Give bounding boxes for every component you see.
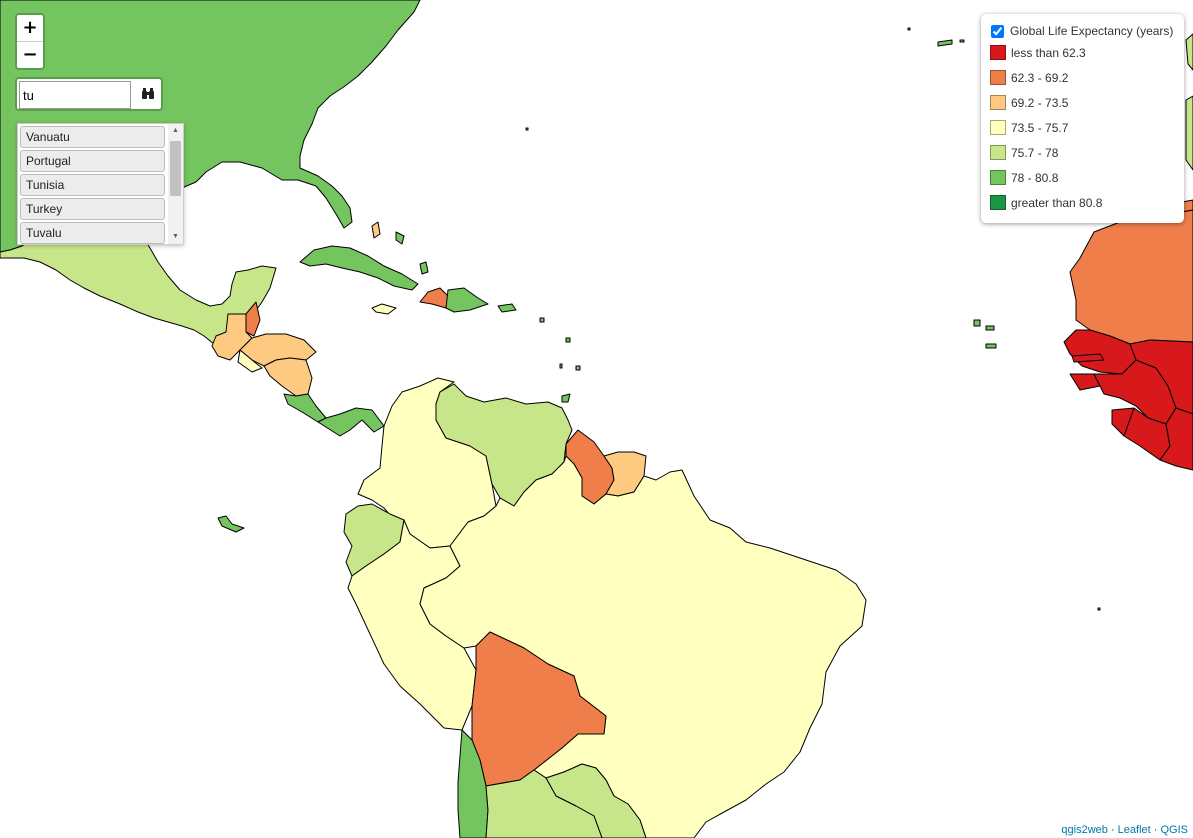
- legend-swatch: [990, 45, 1006, 60]
- legend-swatch: [990, 70, 1006, 85]
- zoom-out-button[interactable]: −: [22, 44, 38, 65]
- layer-legend: Global Life Expectancy (years) less than…: [981, 14, 1184, 223]
- zoom-in-button[interactable]: +: [17, 15, 43, 42]
- legend-swatch: [990, 120, 1006, 135]
- country-bolivia[interactable]: [471, 631, 607, 787]
- layer-title: Global Life Expectancy (years): [1010, 24, 1174, 38]
- legend-swatch: [990, 95, 1006, 110]
- legend-item: 73.5 - 75.7: [989, 115, 1176, 140]
- search-input[interactable]: [19, 81, 131, 109]
- country-argentina[interactable]: [485, 769, 603, 838]
- legend-swatch: [990, 170, 1006, 185]
- legend-label: 62.3 - 69.2: [1011, 70, 1069, 85]
- country-chile[interactable]: [457, 729, 489, 838]
- legend-item: 78 - 80.8: [989, 165, 1176, 190]
- country-morocco[interactable]: [1185, 33, 1193, 71]
- leaflet-link[interactable]: Leaflet: [1117, 824, 1151, 836]
- zoom-control: + −: [15, 13, 45, 70]
- country-haiti[interactable]: [419, 287, 449, 309]
- search-results-list[interactable]: Vanuatu Portugal Tunisia Turkey Tuvalu ▲…: [17, 123, 184, 245]
- scroll-thumb[interactable]: [170, 141, 181, 196]
- results-scrollbar[interactable]: ▲ ▼: [168, 124, 183, 244]
- attribution-separator: ·: [1107, 824, 1118, 836]
- search-result-item[interactable]: Turkey: [20, 198, 165, 220]
- legend-item: less than 62.3: [989, 40, 1176, 65]
- legend-item: 69.2 - 73.5: [989, 90, 1176, 115]
- legend-item: greater than 80.8: [989, 190, 1176, 215]
- legend-label: 73.5 - 75.7: [1011, 120, 1069, 135]
- qgis-link[interactable]: QGIS: [1160, 824, 1188, 836]
- legend-swatch: [990, 195, 1006, 210]
- country-jamaica[interactable]: [371, 303, 397, 315]
- search-result-item[interactable]: Tunisia: [20, 174, 165, 196]
- search-control: [15, 77, 163, 111]
- country-mauritania[interactable]: [1069, 209, 1193, 345]
- qgis2web-link[interactable]: qgis2web: [1061, 824, 1108, 836]
- country-belize[interactable]: [245, 301, 261, 337]
- country-dominican-republic[interactable]: [445, 287, 489, 313]
- legend-label: less than 62.3: [1011, 45, 1086, 60]
- country-puerto-rico[interactable]: [497, 303, 517, 313]
- attribution-separator: ·: [1150, 824, 1161, 836]
- country-nicaragua[interactable]: [263, 357, 313, 397]
- layer-checkbox[interactable]: [991, 24, 1004, 38]
- legend-label: 75.7 - 78: [1011, 145, 1059, 160]
- country-el-salvador[interactable]: [237, 349, 263, 373]
- legend-item: 62.3 - 69.2: [989, 65, 1176, 90]
- country-gambia[interactable]: [1071, 353, 1105, 363]
- search-result-item[interactable]: Portugal: [20, 150, 165, 172]
- country-panama[interactable]: [317, 407, 385, 437]
- legend-label: 78 - 80.8: [1011, 170, 1059, 185]
- country-cuba[interactable]: [299, 245, 419, 291]
- scroll-down-arrow-icon[interactable]: ▼: [172, 233, 179, 240]
- country-costa-rica[interactable]: [283, 393, 327, 423]
- layer-toggle[interactable]: Global Life Expectancy (years): [989, 22, 1176, 40]
- scroll-up-arrow-icon[interactable]: ▲: [172, 127, 179, 134]
- search-button[interactable]: [134, 81, 162, 109]
- search-result-item[interactable]: Vanuatu: [20, 126, 165, 148]
- small-islands: [217, 27, 1101, 611]
- search-result-item[interactable]: Tuvalu: [20, 222, 165, 244]
- legend-swatch: [990, 145, 1006, 160]
- country-cote-divoire[interactable]: [1159, 407, 1193, 471]
- attribution: qgis2web · Leaflet · QGIS: [1056, 822, 1193, 838]
- country-algeria-edge[interactable]: [1185, 95, 1193, 171]
- legend-item: 75.7 - 78: [989, 140, 1176, 165]
- legend-label: 69.2 - 73.5: [1011, 95, 1069, 110]
- country-bahamas[interactable]: [371, 221, 381, 239]
- legend-label: greater than 80.8: [1011, 195, 1103, 210]
- binoculars-icon: [141, 87, 155, 103]
